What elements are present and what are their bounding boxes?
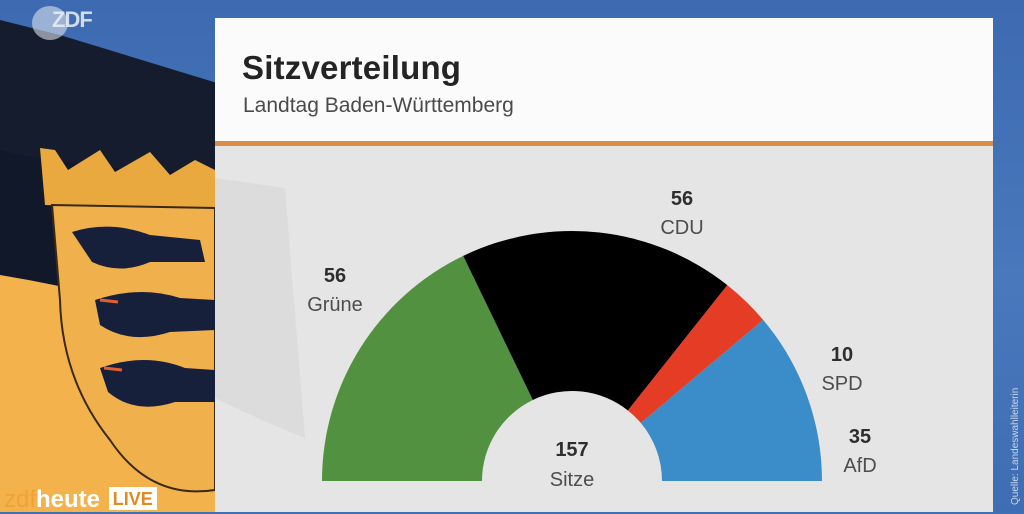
seat-count-cdu: 56 [671,188,693,210]
source-credit: Quelle: Landeswahlleiterin [996,360,1021,510]
zdf-channel-logo: ZDF [32,2,102,40]
party-label-gruene: Grüne [307,294,363,316]
live-badge: LIVE [108,487,157,510]
card-header: Sitzverteilung Landtag Baden-Württemberg [215,18,993,143]
brand-zdf: zdf [4,486,37,513]
seat-count-spd: 10 [831,344,853,366]
slice-cdu [463,231,728,411]
baden-wuerttemberg-flag-icon [0,20,240,512]
header-accent-rule [215,141,993,146]
seat-count-afd: 35 [849,426,871,448]
slice-gruene [322,255,533,481]
slice-afd [640,319,822,481]
brand-heute: heute [36,486,101,513]
seat-slices [322,231,822,481]
chart-subtitle: Landtag Baden-Württemberg [243,94,514,117]
coat-of-arms-icon [40,148,216,493]
center-total-value: 157 [555,439,588,461]
center-total-label: Sitze [550,469,594,491]
party-label-afd: AfD [843,455,876,477]
seat-distribution-card: Sitzverteilung Landtag Baden-Württemberg… [215,18,993,512]
seat-count-gruene: 56 [324,265,346,287]
coat-of-arms-watermark-icon [215,178,305,438]
seat-chart: 56 Grüne 56 CDU 10 SPD 35 AfD 157 Sitze [215,178,877,491]
slice-spd [627,285,764,423]
party-label-spd: SPD [821,373,862,395]
source-credit-text: Quelle: Landeswahlleiterin [1010,387,1021,505]
logo-text: ZDF [52,7,93,32]
logo-circle-icon [32,6,68,40]
program-brand: zdfheute LIVE [4,486,157,514]
seat-labels: 56 Grüne 56 CDU 10 SPD 35 AfD [307,188,876,477]
party-label-cdu: CDU [660,217,703,239]
chart-title: Sitzverteilung [242,49,462,86]
